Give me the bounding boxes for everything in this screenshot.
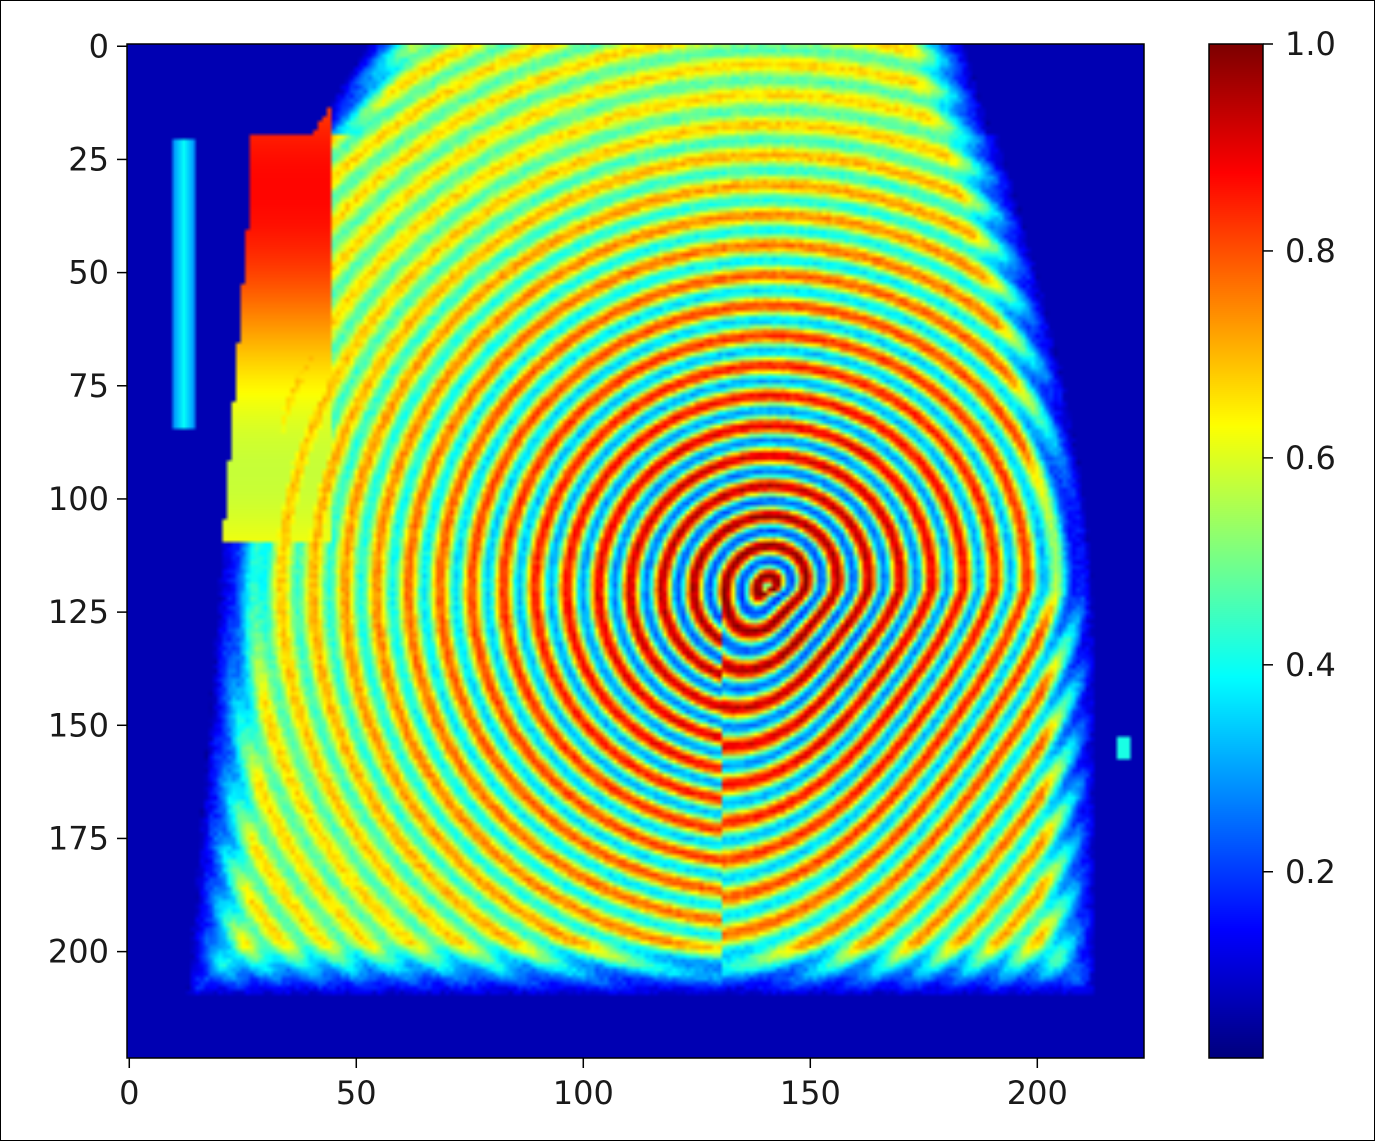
colorbar-ticks: 0.2 0.4 0.6 0.8 1.0 — [1263, 25, 1336, 891]
colorbar-tick-label: 1.0 — [1285, 25, 1336, 63]
colorbar: 0.2 0.4 0.6 0.8 1.0 — [1208, 25, 1336, 1059]
colorbar-tick-label: 0.2 — [1285, 853, 1336, 891]
y-tick-label: 175 — [48, 819, 109, 857]
x-tick-label: 150 — [780, 1074, 841, 1112]
y-tick-label: 100 — [48, 480, 109, 518]
colorbar-tick-label: 0.8 — [1285, 232, 1336, 270]
y-tick-label: 150 — [48, 706, 109, 744]
y-tick-label: 50 — [68, 254, 109, 292]
y-tick-label: 25 — [68, 140, 109, 178]
y-tick-label: 200 — [48, 933, 109, 971]
x-tick-label: 200 — [1007, 1074, 1068, 1112]
x-tick-label: 50 — [336, 1074, 377, 1112]
plot-area — [126, 43, 1145, 1059]
y-tick-label: 0 — [89, 27, 109, 65]
colorbar-tick-label: 0.6 — [1285, 439, 1336, 477]
plot-border — [126, 43, 1145, 1059]
colorbar-border — [1208, 43, 1264, 1059]
colorbar-gradient — [1209, 44, 1263, 1058]
y-tick-label: 75 — [68, 367, 109, 405]
x-tick-label: 0 — [119, 1074, 139, 1112]
x-tick-label: 100 — [553, 1074, 614, 1112]
colorbar-tick-label: 0.4 — [1285, 646, 1336, 684]
heatmap-image — [127, 44, 1144, 1058]
y-axis: 0 25 50 75 100 125 150 175 200 — [48, 27, 127, 971]
x-axis: 0 50 100 150 200 — [119, 1058, 1068, 1112]
y-tick-label: 125 — [48, 593, 109, 631]
